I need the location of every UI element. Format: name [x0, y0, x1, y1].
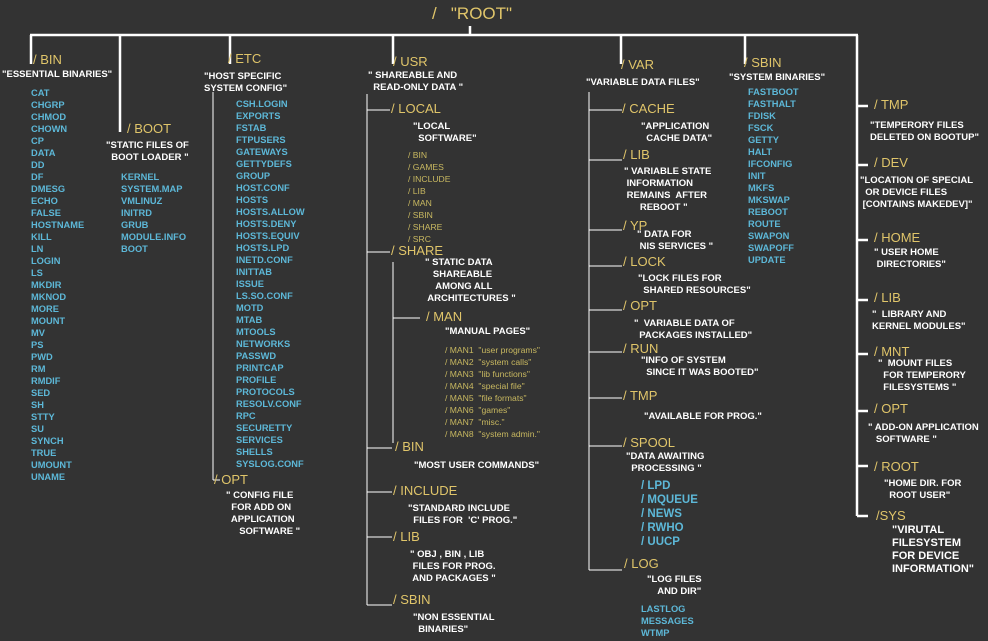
var-spool-subdir-list: / LPD / MQUEUE / NEWS / RWHO / UUCP: [641, 480, 698, 548]
usr-sbin-dir-name: / SBIN: [393, 592, 431, 607]
etc-opt-dir-name: / OPT: [214, 472, 248, 487]
usr-bin-description: "MOST USER COMMANDS": [414, 460, 540, 471]
root-dir-description: "HOME DIR. FOR ROOT USER": [884, 478, 962, 501]
bin-dir-description: "ESSENTIAL BINARIES": [2, 69, 113, 80]
var-tmp-description: "AVAILABLE FOR PROG.": [644, 411, 762, 422]
var-run-description: "INFO OF SYSTEM SINCE IT WAS BOOTED": [641, 355, 759, 378]
tmp-dir-description: "TEMPERORY FILES DELETED ON BOOTUP": [870, 120, 980, 143]
usr-sbin-description: "NON ESSENTIAL BINARIES": [413, 612, 495, 635]
var-log-description: "LOG FILES AND DIR": [647, 574, 702, 597]
bin-file-list: CAT CHGRP CHMOD CHOWN CP DATA DD DF DMES…: [31, 88, 85, 482]
tmp-dir-name: / TMP: [874, 97, 909, 112]
dev-dir-description: "LOCATION OF SPECIAL OR DEVICE FILES [CO…: [860, 175, 974, 210]
boot-dir-description: "STATIC FILES OF BOOT LOADER ": [106, 140, 189, 163]
var-spool-description: "DATA AWAITING PROCESSING ": [626, 451, 705, 474]
var-cache-description: "APPLICATION CACHE DATA": [641, 121, 713, 144]
boot-dir-name: / BOOT: [127, 121, 172, 136]
usr-man-section-list: / MAN1 "user programs" / MAN2 "system ca…: [445, 345, 540, 439]
usr-dir-name: / USR: [393, 54, 428, 69]
var-log-file-list: LASTLOG MESSAGES WTMP: [641, 604, 694, 638]
etc-dir-name: / ETC: [228, 51, 262, 66]
var-lock-dir-name: / LOCK: [623, 254, 666, 269]
var-dir-name: / VAR: [621, 57, 654, 72]
sbin-dir-name: / SBIN: [744, 55, 782, 70]
dev-dir-name: / DEV: [874, 155, 908, 170]
etc-dir-description: "HOST SPECIFIC SYSTEM CONFIG": [204, 71, 288, 94]
var-dir-description: "VARIABLE DATA FILES": [586, 77, 700, 88]
mnt-dir-name: / MNT: [874, 344, 910, 359]
sbin-file-list: FASTBOOT FASTHALT FDISK FSCK GETTY HALT …: [748, 87, 799, 265]
usr-lib-dir-name: / LIB: [393, 529, 420, 544]
sbin-dir-description: "SYSTEM BINARIES": [729, 72, 826, 83]
var-lib-dir-name: / LIB: [623, 147, 650, 162]
usr-include-description: "STANDARD INCLUDE FILES FOR 'C' PROG.": [408, 503, 518, 526]
var-lock-description: "LOCK FILES FOR SHARED RESOURCES": [638, 273, 751, 296]
var-spool-dir-name: / SPOOL: [623, 435, 676, 450]
var-tmp-dir-name: / TMP: [623, 388, 658, 403]
usr-man-description: "MANUAL PAGES": [445, 326, 531, 337]
opt-dir-description: " ADD-ON APPLICATION SOFTWARE ": [868, 422, 979, 445]
bin-dir-name: / BIN: [33, 52, 62, 67]
usr-share-description: " STATIC DATA SHAREABLE AMONG ALL ARCHIT…: [425, 257, 516, 304]
var-log-dir-name: / LOG: [624, 556, 659, 571]
usr-include-dir-name: / INCLUDE: [393, 483, 458, 498]
boot-file-list: KERNEL SYSTEM.MAP VMLINUZ INITRD GRUB MO…: [121, 172, 187, 254]
var-cache-dir-name: / CACHE: [622, 101, 675, 116]
lib-dir-description: " LIBRARY AND KERNEL MODULES": [872, 309, 966, 332]
sys-dir-description: "VIRUTAL FILESYSTEM FOR DEVICE INFORMATI…: [892, 524, 975, 575]
usr-man-dir-name: / MAN: [426, 309, 463, 324]
root-dir-name: / ROOT: [874, 459, 919, 474]
home-dir-name: / HOME: [874, 230, 921, 245]
var-run-dir-name: / RUN: [623, 341, 659, 356]
sys-dir-name: /SYS: [876, 508, 906, 523]
root-label: / "ROOT": [432, 4, 513, 23]
usr-dir-description: " SHAREABLE AND READ-ONLY DATA ": [368, 70, 464, 93]
usr-share-dir-name: / SHARE: [391, 243, 444, 258]
usr-lib-description: " OBJ , BIN , LIB FILES FOR PROG. AND PA…: [410, 549, 496, 584]
mnt-dir-description: " MOUNT FILES FOR TEMPERORY FILESYSTEMS …: [878, 358, 966, 393]
home-dir-description: " USER HOME DIRECTORIES": [874, 247, 946, 270]
var-lib-description: " VARIABLE STATE INFORMATION REMAINS AFT…: [624, 166, 712, 213]
opt-dir-name: / OPT: [874, 401, 908, 416]
lib-dir-name: / LIB: [874, 290, 901, 305]
etc-opt-description: " CONFIG FILE FOR ADD ON APPLICATION SOF…: [226, 490, 301, 537]
var-yp-description: " DATA FOR NIS SERVICES ": [637, 229, 714, 252]
var-opt-dir-name: / OPT: [623, 298, 657, 313]
var-opt-description: " VARIABLE DATA OF PACKAGES INSTALLED": [634, 318, 753, 341]
etc-file-list: CSH.LOGIN EXPORTS FSTAB FTPUSERS GATEWAY…: [236, 99, 305, 469]
usr-local-description: "LOCAL SOFTWARE": [413, 121, 477, 144]
var-yp-dir-name: / YP: [623, 218, 648, 233]
usr-bin-dir-name: / BIN: [395, 439, 424, 454]
usr-local-subdir-list: / BIN / GAMES / INCLUDE / LIB / MAN / SB…: [408, 150, 451, 244]
usr-local-dir-name: / LOCAL: [391, 101, 441, 116]
